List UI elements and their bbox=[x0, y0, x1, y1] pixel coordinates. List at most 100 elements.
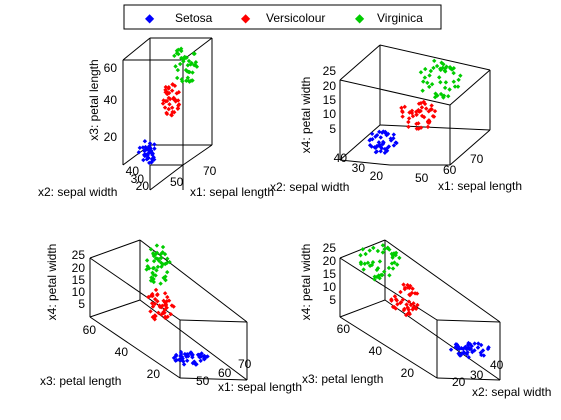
panel-top-left-versicolour-point-4 bbox=[161, 98, 166, 103]
panel-top-right-virginica-point-20 bbox=[443, 80, 449, 85]
panel-bottom-right: 25 20 15 10 5 x4: petal width 60 40 20 x… bbox=[299, 239, 551, 399]
panel-top-left-virginica-point-24 bbox=[184, 78, 189, 83]
panel-bottom-left-virginica-point-12 bbox=[151, 265, 157, 271]
panel-top-right-virginica-point-13 bbox=[431, 65, 436, 71]
panel-top-left-setosa-point-8 bbox=[137, 145, 143, 151]
panel-bottom-right-zticks-5: 5 bbox=[329, 293, 336, 307]
panel-top-right: 25 20 15 10 5 x4: petal width 40 30 20 x… bbox=[270, 44, 522, 194]
panel-top-right-setosa-point-23 bbox=[369, 131, 375, 137]
panel-bottom-left-xticks-60: 60 bbox=[218, 366, 232, 380]
panel-top-left-versicolour-point-38 bbox=[173, 99, 178, 104]
panel-top-left-versicolour-point-36 bbox=[163, 84, 168, 90]
panel-top-right-versicolour-point-14 bbox=[406, 119, 411, 125]
panel-top-left-virginica-point-20 bbox=[185, 75, 191, 80]
panel-bottom-right-ylabel: x3: petal length bbox=[302, 372, 383, 386]
panel-top-left-box bbox=[122, 37, 213, 191]
panel-bottom-right-setosa-point-2 bbox=[472, 341, 477, 346]
panel-bottom-left-virginica-point-20 bbox=[165, 256, 170, 261]
panel-bottom-right-versicolour-point-32 bbox=[406, 307, 411, 312]
panel-top-left-yticks-20: 20 bbox=[136, 179, 150, 193]
panel-top-right-setosa-point-29 bbox=[379, 130, 385, 135]
panel-bottom-right-versicolour-point-12 bbox=[407, 311, 412, 317]
panel-top-left-virginica-point-34 bbox=[192, 51, 197, 56]
panel-top-left-virginica-point-23 bbox=[174, 51, 180, 56]
panel-top-right-versicolour-point-4 bbox=[406, 116, 412, 121]
panel-bottom-left-setosa-point-7 bbox=[184, 354, 189, 359]
panel-top-left-virginica-point-28 bbox=[186, 58, 192, 64]
panel-top-left-xticks-70: 70 bbox=[203, 164, 217, 178]
panel-top-right-setosa-point-41 bbox=[391, 143, 397, 148]
panel-bottom-right-setosa-point-42 bbox=[457, 352, 462, 357]
panel-top-right-zticks-10: 10 bbox=[323, 107, 337, 121]
legend-marker-virginica: ◆ bbox=[355, 11, 365, 25]
panel-bottom-left-virginica-point-42 bbox=[153, 273, 158, 278]
panel-bottom-left-zticks-10: 10 bbox=[72, 285, 86, 299]
panel-bottom-right-virginica-point-39 bbox=[386, 265, 392, 271]
panel-top-left-setosa-point-18 bbox=[142, 138, 148, 144]
panel-top-right-virginica-point-34 bbox=[449, 67, 455, 72]
panel-bottom-right-setosa-point-44 bbox=[465, 350, 470, 355]
panel-bottom-left-versicolour-point-28 bbox=[168, 312, 173, 317]
panel-bottom-right-setosa-point-34 bbox=[470, 349, 475, 355]
panel-bottom-right-setosa-points bbox=[448, 340, 491, 360]
panel-bottom-right-virginica-points bbox=[358, 243, 402, 282]
panel-bottom-left-versicolour-point-33 bbox=[162, 310, 167, 315]
panel-bottom-right-versicolour-point-13 bbox=[403, 312, 409, 318]
panel-top-right-setosa-point-31 bbox=[391, 136, 396, 141]
panel-top-right-virginica-point-9 bbox=[451, 70, 456, 76]
panel-top-right-virginica-point-21 bbox=[427, 84, 432, 90]
panel-bottom-left-setosa-point-34 bbox=[191, 360, 196, 365]
panel-bottom-left-setosa-point-39 bbox=[190, 355, 195, 360]
panel-bottom-left-versicolour-point-11 bbox=[171, 304, 176, 309]
panel-top-right-zlabel: x4: petal width bbox=[299, 77, 313, 154]
panel-bottom-right-zticks-20: 20 bbox=[323, 254, 337, 268]
panel-bottom-right-virginica-point-5 bbox=[360, 247, 365, 252]
panel-bottom-right-setosa-point-29 bbox=[478, 342, 484, 348]
panel-bottom-right-setosa-point-15 bbox=[481, 353, 486, 358]
panel-bottom-left-versicolour-point-34 bbox=[149, 301, 155, 306]
panel-top-right-virginica-point-41 bbox=[451, 79, 456, 84]
panel-top-left-versicolour-point-34 bbox=[166, 95, 172, 101]
panel-bottom-right-virginica-point-7 bbox=[382, 269, 387, 274]
panel-top-left-ylabel: x2: sepal width bbox=[38, 185, 117, 199]
panel-top-right-virginica-point-30 bbox=[432, 58, 437, 64]
panel-bottom-right-versicolour-points bbox=[389, 282, 420, 318]
panel-bottom-left-yticks-20: 20 bbox=[147, 367, 161, 381]
panel-bottom-right-yticks-40: 40 bbox=[369, 344, 383, 358]
panel-top-right-versicolour-point-3 bbox=[430, 113, 436, 119]
panel-top-left-zticks-60: 60 bbox=[104, 61, 118, 75]
panel-bottom-left-zticks-25: 25 bbox=[72, 248, 86, 262]
panel-top-right-versicolour-point-35 bbox=[418, 100, 424, 106]
panel-top-left-versicolour-point-20 bbox=[169, 113, 174, 118]
panel-top-left-versicolour-point-16 bbox=[175, 98, 181, 103]
panel-bottom-left-virginica-point-23 bbox=[148, 247, 154, 252]
panel-top-left-yticks-30: 30 bbox=[131, 172, 145, 186]
panel-bottom-left-setosa-point-27 bbox=[202, 356, 207, 362]
panel-top-left-setosa-point-39 bbox=[143, 144, 148, 150]
panel-top-right-versicolour-point-34 bbox=[399, 108, 405, 114]
panel-top-left-versicolour-point-37 bbox=[176, 90, 182, 95]
panel-bottom-left-virginica-point-14 bbox=[154, 243, 160, 248]
panel-top-right-box bbox=[339, 44, 491, 166]
panel-bottom-left-versicolour-point-39 bbox=[166, 298, 172, 303]
panel-top-right-virginica-point-28 bbox=[438, 80, 443, 85]
panel-top-right-virginica-points bbox=[418, 58, 463, 100]
panel-bottom-right-versicolour-point-29 bbox=[407, 293, 413, 298]
panel-top-left-virginica-point-30 bbox=[175, 67, 181, 73]
panel-bottom-left-versicolour-point-7 bbox=[152, 301, 158, 307]
panel-top-right-virginica-point-1 bbox=[434, 63, 440, 69]
panel-top-right-versicolour-point-33 bbox=[407, 110, 412, 115]
panel-bottom-right-box bbox=[339, 239, 501, 381]
panel-top-right-setosa-point-34 bbox=[382, 150, 388, 155]
panel-top-left-virginica-point-38 bbox=[189, 60, 194, 66]
panel-top-right-yticks-30: 30 bbox=[352, 161, 366, 175]
panel-bottom-right-setosa-point-41 bbox=[486, 345, 491, 350]
panel-top-right-virginica-point-32 bbox=[427, 73, 432, 78]
panel-bottom-right-virginica-point-19 bbox=[380, 243, 386, 248]
panel-bottom-left-virginica-point-28 bbox=[144, 258, 150, 263]
panel-bottom-right-zticks-15: 15 bbox=[323, 267, 337, 281]
panel-top-right-virginica-point-7 bbox=[437, 75, 442, 80]
panel-bottom-left-setosa-point-43 bbox=[186, 353, 191, 359]
panel-top-right-setosa-point-26 bbox=[373, 134, 378, 139]
panel-bottom-left-setosa-point-37 bbox=[173, 352, 179, 358]
